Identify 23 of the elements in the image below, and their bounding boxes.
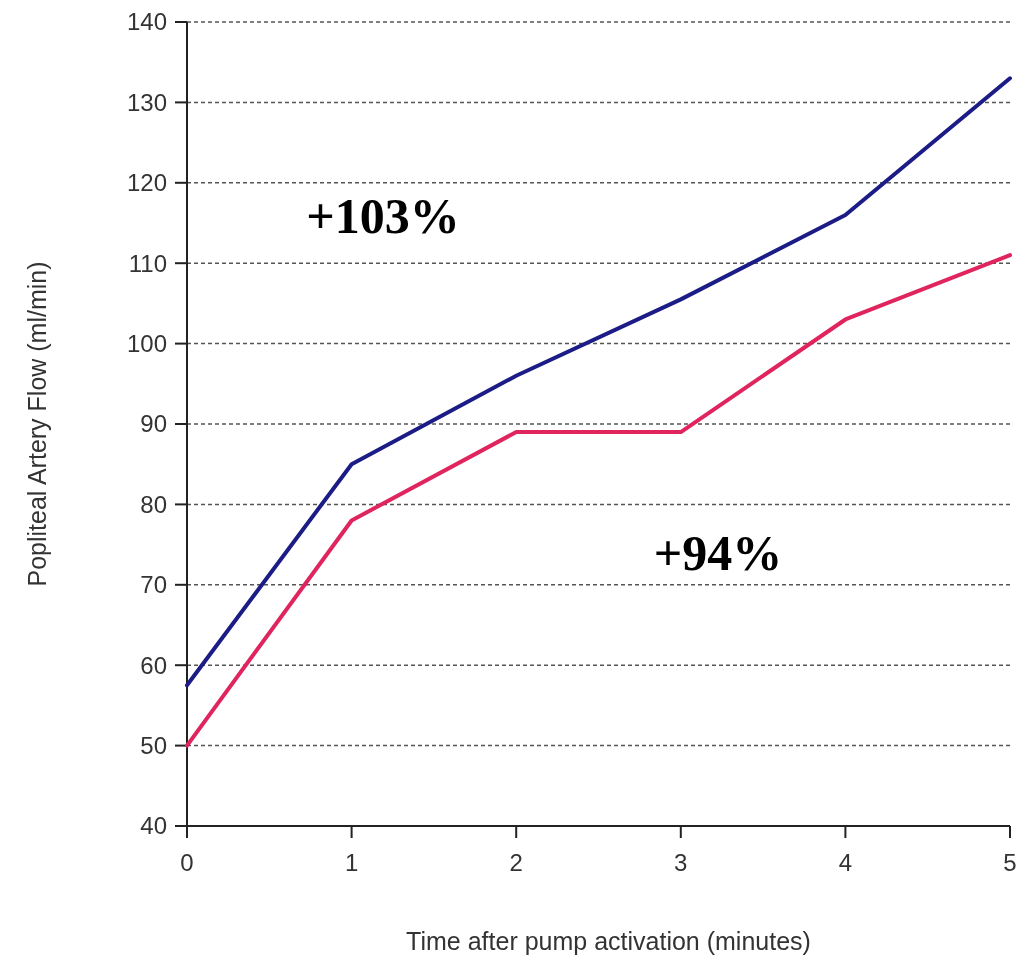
y-tick-label: 100	[126, 330, 167, 357]
x-axis-title: Time after pump activation (minutes)	[406, 927, 811, 955]
y-tick-label: 140	[126, 8, 167, 36]
y-tick-label: 90	[140, 410, 167, 438]
y-tick-label: 110	[128, 249, 167, 277]
line-series	[185, 253, 1012, 748]
x-tick-label: 3	[674, 849, 688, 876]
y-tick-label: 130	[126, 88, 167, 116]
y-axis-title: Popliteal Artery Flow (ml/min)	[23, 261, 51, 587]
annotation: +94%	[653, 524, 783, 581]
y-tick-label: 80	[140, 490, 167, 518]
x-tick-label: 1	[344, 849, 359, 876]
y-tick-label: 60	[140, 651, 167, 679]
x-tick-label: 4	[838, 849, 853, 876]
y-tick-label: 70	[140, 571, 167, 599]
x-tick-label: 2	[509, 849, 523, 876]
y-tick-label: 120	[126, 169, 167, 197]
annotation: +103%	[306, 187, 460, 244]
x-tick-label: 5	[1003, 849, 1017, 876]
x-tick-label: 0	[180, 849, 194, 876]
y-tick-label: 50	[140, 732, 167, 759]
y-tick-label: 40	[140, 812, 167, 840]
line-series	[185, 76, 1012, 688]
